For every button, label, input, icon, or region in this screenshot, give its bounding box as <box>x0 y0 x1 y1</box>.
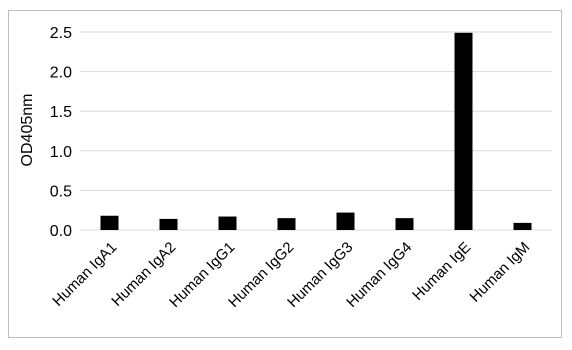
y-tick-label: 1.5 <box>50 104 72 121</box>
bar <box>100 215 119 230</box>
x-tick-label: Human IgE <box>409 239 474 304</box>
bar <box>454 32 473 231</box>
y-tick-label: 2.5 <box>50 25 72 42</box>
bar <box>336 212 355 230</box>
gridlines <box>80 31 552 231</box>
bar <box>395 218 414 230</box>
y-tick-label: 2.0 <box>50 65 72 82</box>
bar <box>159 218 178 230</box>
bar <box>513 222 532 230</box>
y-tick-label: 1.0 <box>50 144 72 161</box>
x-tick-label: Human IgM <box>466 239 533 306</box>
bars <box>100 32 532 231</box>
y-tick-label: 0.5 <box>50 183 72 200</box>
bar <box>277 218 296 230</box>
y-axis-title: OD405nm <box>19 94 36 167</box>
y-tick-labels: 0.0 0.5 1.0 1.5 2.0 2.5 <box>50 25 72 240</box>
y-tick-label: 0.0 <box>50 223 72 240</box>
chart-frame <box>8 10 562 338</box>
bar <box>218 216 237 230</box>
